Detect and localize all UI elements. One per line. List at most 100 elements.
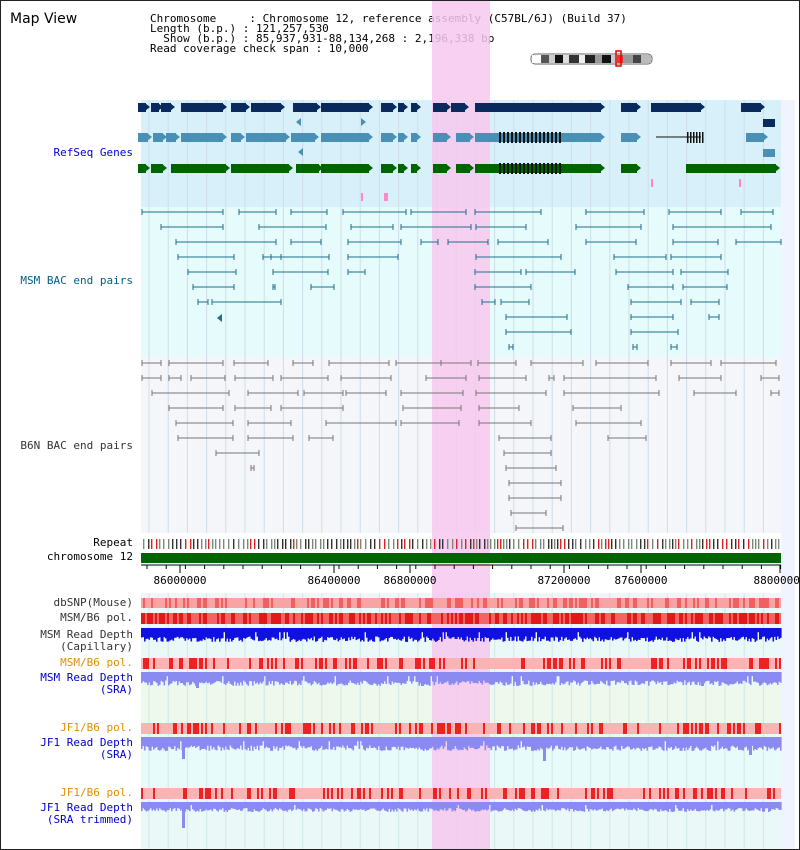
msm-b6-pol-2-heat-cell [187,658,189,669]
jf1-b6-pol-heat-cell [407,723,409,734]
jf1-sra-depth-bar [684,737,686,751]
jf1-b6-pol-2-heat-cell [293,788,295,799]
dbsnp-heat-cell [541,598,543,608]
track-label-msm-depth-capillary[interactable]: MSM Read Depth [40,628,133,641]
msm-capillary-depth-bar [283,628,286,633]
jf1-sra-depth-bar [577,737,580,749]
jf1-b6-pol-heat-cell [353,723,355,734]
dbsnp-heat-cell [213,598,215,608]
track-label-dbsnp[interactable]: dbSNP(Mouse) [53,596,133,609]
msm-b6-pol-heat-cell [561,613,563,624]
msm-capillary-depth-bar [243,628,245,638]
msm-sra-depth-bar [415,672,418,682]
track-label-jf1-depth-trimmed[interactable]: JF1 Read Depth [40,801,133,814]
jf1-b6-pol-2-heat-cell [347,788,349,799]
jf1-b6-pol-2-heat-cell [729,788,731,799]
dbsnp-heat-cell [439,598,441,608]
jf1-sra-depth-bar [540,737,542,748]
msm-sra-depth-bar [322,672,325,685]
msm-capillary-depth-bar [385,628,388,639]
msm-capillary-depth-bar [436,628,439,642]
jf1-trimmed-depth-bar [145,802,148,812]
msm-capillary-depth-bar [495,628,497,640]
jf1-trimmed-depth-bar [148,802,151,810]
msm-b6-pol-heat-cell [277,613,279,624]
msm-sra-depth-bar [244,672,247,683]
jf1-b6-pol-2-heat-cell [517,788,519,799]
msm-b6-pol-2-heat-cell [589,658,591,669]
msm-sra-depth-bar [310,672,313,686]
dbsnp-heat-cell [307,598,309,608]
msm-capillary-depth-bar [597,628,599,641]
msm-b6-pol-2-heat-cell [209,658,211,669]
track-label-msm-depth-sra[interactable]: MSM Read Depth [40,671,133,684]
msm-sra-depth-bar [576,672,578,685]
msm-sra-depth-bar [288,672,290,684]
repeat-mark [417,539,419,549]
jf1-b6-pol-2-heat-cell [513,788,515,799]
jf1-trimmed-depth-bar [325,802,328,810]
msm-sra-depth-bar [495,672,497,683]
track-label-msm-b6-pol[interactable]: MSM/B6 pol. [60,611,133,624]
jf1-trimmed-depth-bar [706,802,709,810]
msm-sra-depth-bar [187,672,190,683]
msm-capillary-depth-bar [466,628,469,637]
msm-b6-pol-heat-cell [295,613,297,624]
msm-b6-pol-2-heat-cell [283,658,285,669]
msm-capillary-depth-bar [372,628,374,642]
jf1-b6-pol-2-heat-cell [365,788,367,799]
msm-b6-pol-2-heat-cell [305,658,307,669]
track-label-jf1-b6-pol-2[interactable]: JF1/B6 pol. [60,786,133,799]
msm-sra-depth-bar [369,672,371,685]
jf1-trimmed-depth-bar [624,802,626,811]
jf1-b6-pol-2-heat-cell [713,788,715,799]
track-label-b6n-bac[interactable]: B6N BAC end pairs [20,439,133,452]
dbsnp-heat-cell [207,598,209,608]
msm-b6-pol-2-heat-cell [675,658,677,669]
jf1-sra-depth-bar [289,737,292,747]
msm-b6-pol-heat-cell [635,613,637,624]
track-label-msm-bac[interactable]: MSM BAC end pairs [20,274,133,287]
track-label-jf1-b6-pol[interactable]: JF1/B6 pol. [60,721,133,734]
repeat-mark [593,539,595,549]
jf1-b6-pol-2-heat-cell [329,788,331,799]
jf1-b6-pol-2-heat-cell [505,788,507,799]
msm-b6-pol-2-heat-cell [221,658,223,669]
msm-sra-depth-bar [691,672,694,682]
jf1-sra-depth-bar [361,737,364,746]
jf1-b6-pol-heat-cell [713,723,715,734]
jf1-b6-pol-2-heat-cell [595,788,597,799]
jf1-b6-pol-heat-cell [601,723,603,734]
jf1-sra-depth-bar [760,737,763,748]
dbsnp-heat-cell [353,598,355,608]
dbsnp-heat-cell [413,598,415,608]
refseq-gene-mid [246,133,286,142]
msm-capillary-depth-bar [417,628,419,642]
jf1-trimmed-depth-bar [246,802,248,809]
msm-b6-pol-2-heat-cell [235,658,237,669]
dbsnp-heat-cell [579,598,581,608]
jf1-b6-pol-2-heat-cell [651,788,653,799]
msm-capillary-depth-bar [460,628,463,638]
msm-b6-pol-2-heat-cell [469,658,471,669]
msm-capillary-depth-bar [274,628,277,640]
msm-b6-pol-heat-cell [203,613,205,624]
msm-sra-depth-bar [733,672,736,684]
msm-sra-depth-bar [685,672,688,685]
dbsnp-heat-cell [225,598,227,608]
jf1-sra-depth-bar [487,737,490,748]
msm-sra-depth-bar [384,672,386,682]
jf1-trimmed-depth-bar [315,802,317,809]
track-label-msm-b6-pol-2[interactable]: MSM/B6 pol. [60,656,133,669]
track-label-jf1-depth-sra[interactable]: JF1 Read Depth [40,736,133,749]
jf1-b6-pol-2-heat-cell [177,788,179,799]
jf1-b6-pol-2-heat-cell [605,788,607,799]
jf1-b6-pol-2-heat-cell [735,788,737,799]
jf1-trimmed-depth-bar [430,802,433,809]
track-label-refseq-genes[interactable]: RefSeq Genes [53,146,133,159]
dbsnp-heat-cell [429,598,431,608]
msm-capillary-depth-bar [157,628,160,638]
jf1-b6-pol-2-heat-cell [455,788,457,799]
msm-b6-pol-heat-cell [329,613,331,624]
